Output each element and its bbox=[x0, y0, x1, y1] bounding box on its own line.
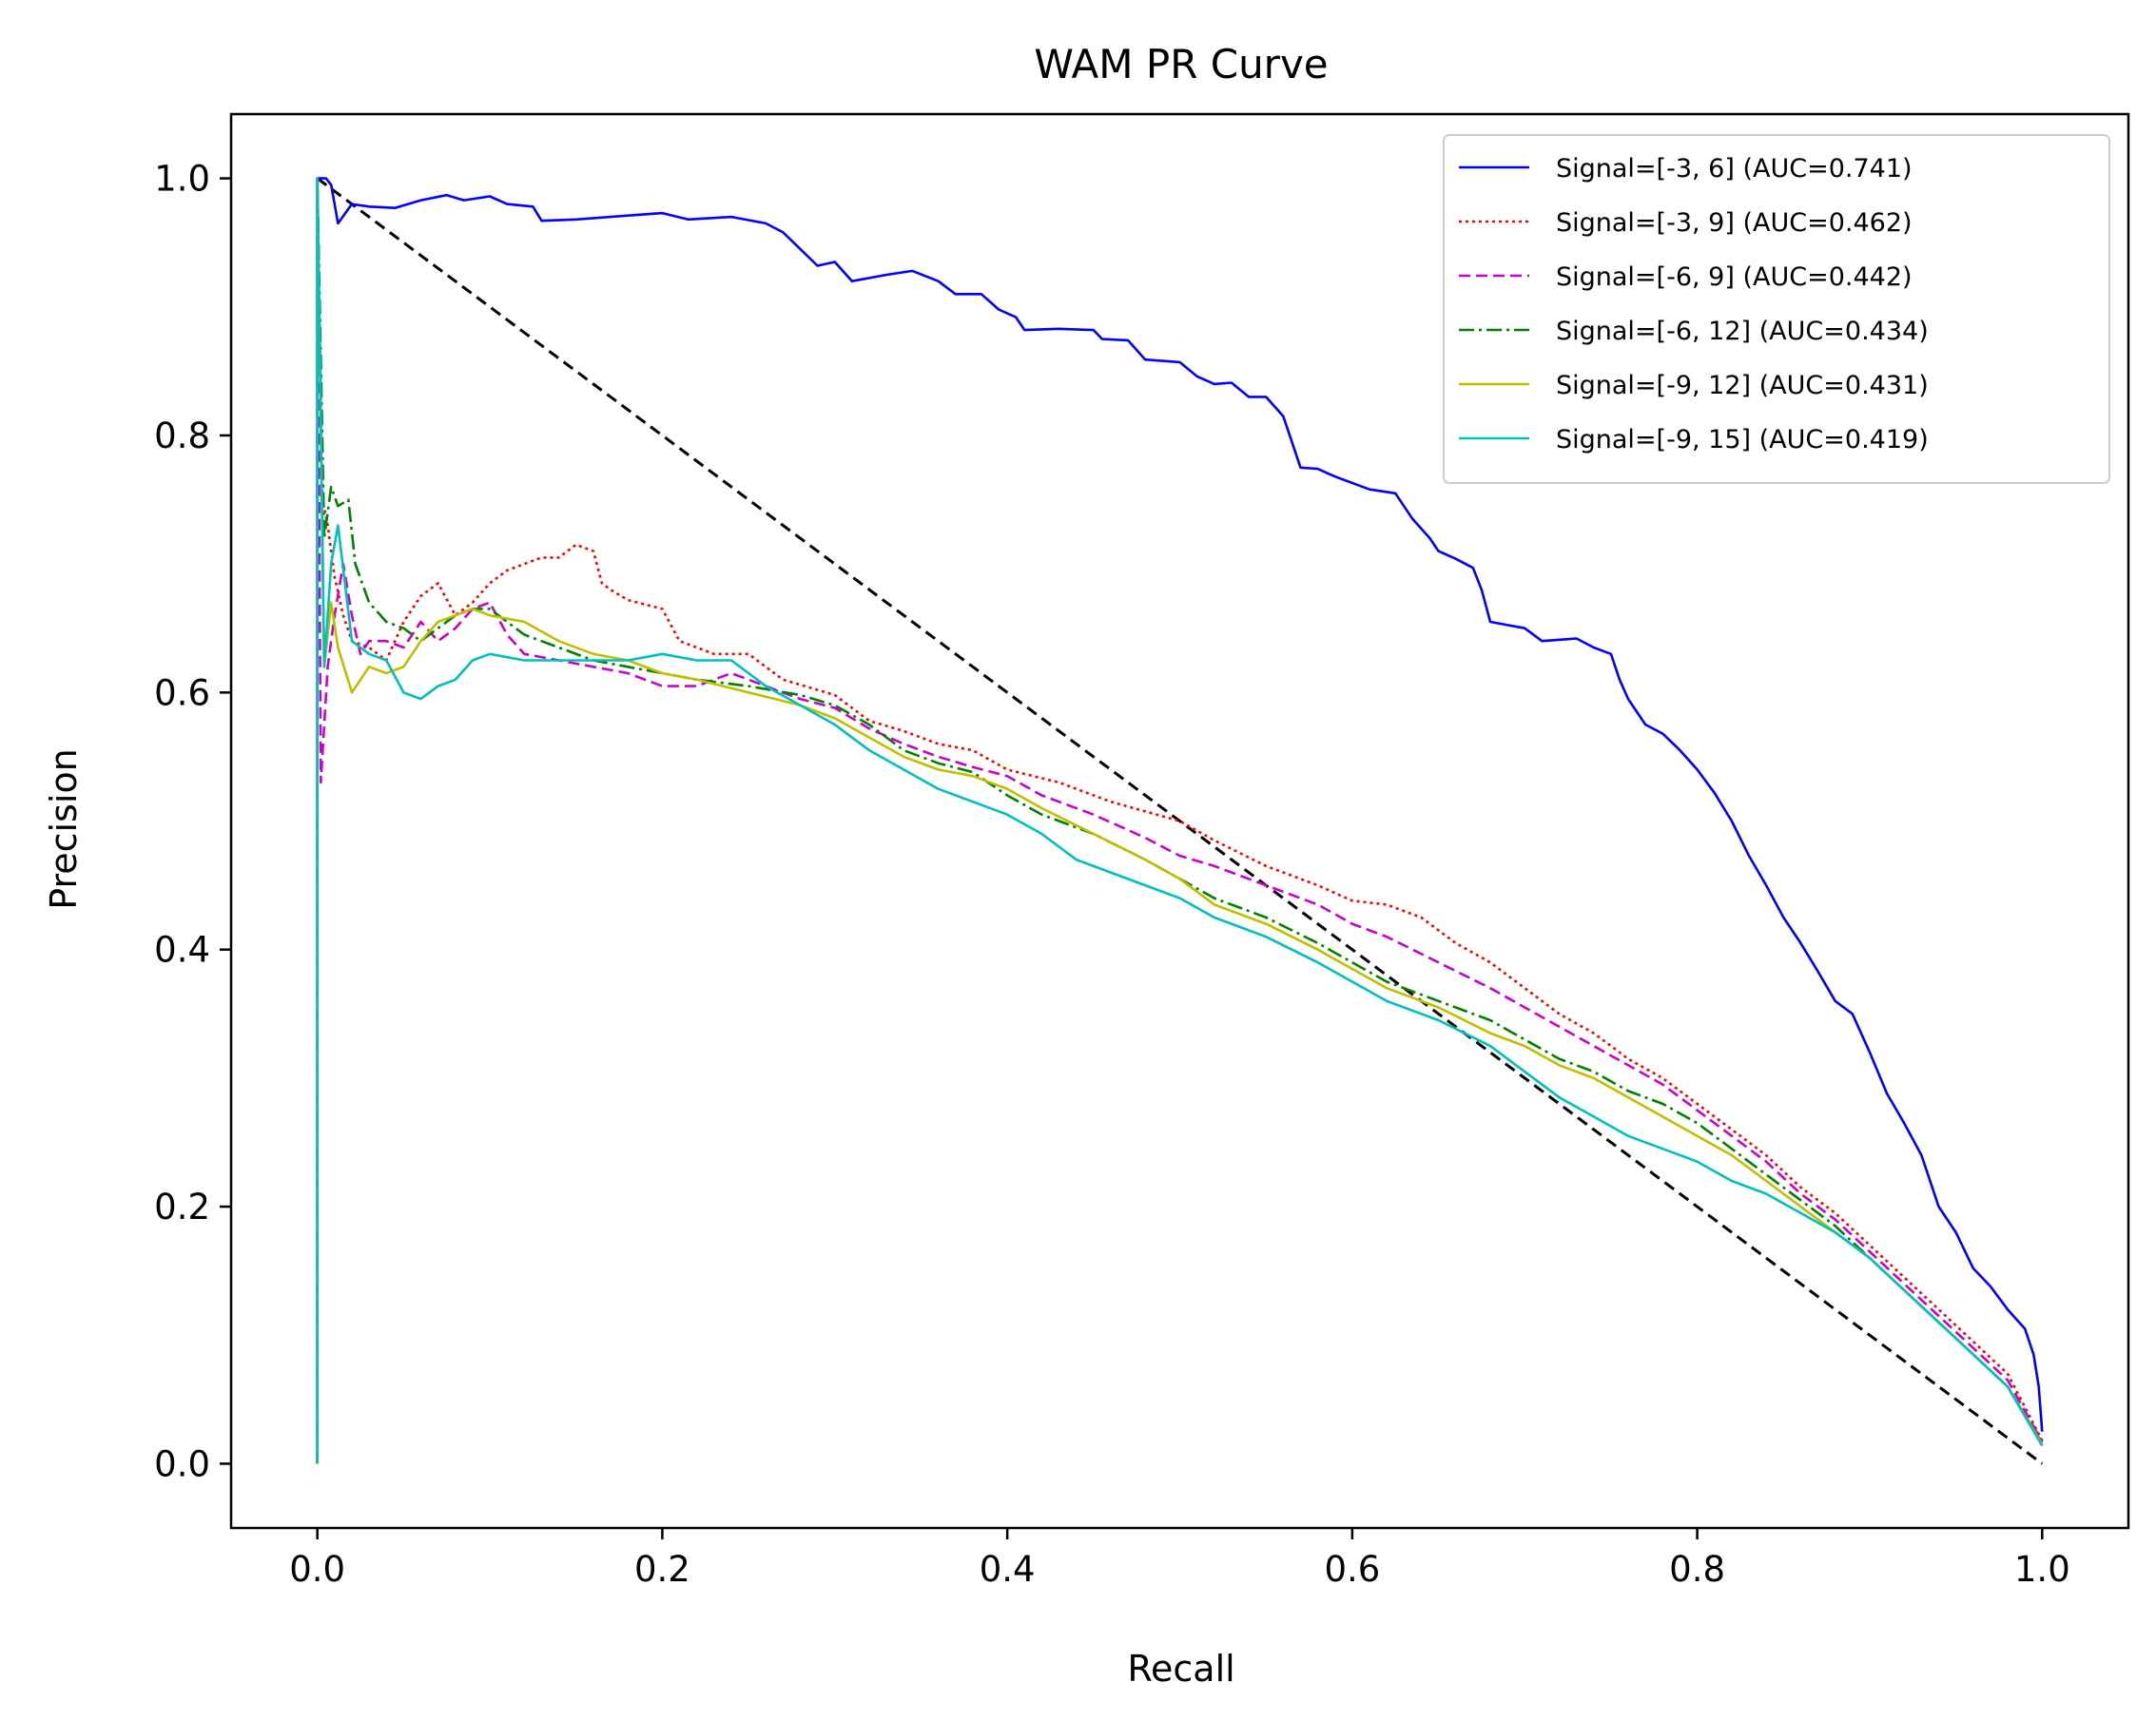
plot-frame bbox=[229, 112, 2130, 1530]
series-line-6 bbox=[316, 177, 2044, 1464]
y-tick-label: 1.0 bbox=[154, 159, 210, 200]
y-tick-label: 0.0 bbox=[154, 1443, 210, 1484]
legend-entry-label: Signal=[-6, 12] (AUC=0.434) bbox=[1556, 317, 1929, 346]
series-line-1 bbox=[316, 177, 2044, 1464]
legend-entry-label: Signal=[-3, 9] (AUC=0.462) bbox=[1556, 208, 1913, 238]
plot-area bbox=[316, 177, 2044, 1465]
series-line-5 bbox=[316, 177, 2044, 1464]
x-tick-label: 0.8 bbox=[1669, 1549, 1725, 1590]
x-axis-label: Recall bbox=[1127, 1648, 1234, 1690]
series-line-3 bbox=[316, 177, 2044, 1464]
x-tick-label: 0.2 bbox=[634, 1549, 690, 1590]
x-tick-label: 0.4 bbox=[980, 1549, 1036, 1590]
legend-entry-label: Signal=[-6, 9] (AUC=0.442) bbox=[1556, 262, 1913, 292]
legend-entry-label: Signal=[-9, 15] (AUC=0.419) bbox=[1556, 425, 1929, 454]
x-axis-ticks: 0.0 0.2 0.4 0.6 0.8 1.0 bbox=[289, 1528, 2070, 1590]
x-tick-label: 0.6 bbox=[1324, 1549, 1380, 1590]
chart-title: WAM PR Curve bbox=[1034, 41, 1328, 87]
legend-entry-label: Signal=[-9, 12] (AUC=0.431) bbox=[1556, 371, 1929, 400]
series-line-4 bbox=[316, 177, 2044, 1464]
y-axis-ticks: 0.0 0.2 0.4 0.6 0.8 1.0 bbox=[154, 159, 231, 1484]
series-line-2 bbox=[316, 177, 2044, 1464]
y-tick-label: 0.6 bbox=[154, 672, 210, 713]
y-tick-label: 0.2 bbox=[154, 1187, 210, 1228]
legend: Signal=[-3, 6] (AUC=0.741) Signal=[-3, 9]… bbox=[1443, 134, 2110, 484]
y-tick-label: 0.4 bbox=[154, 930, 210, 971]
y-axis-label: Precision bbox=[43, 748, 85, 910]
legend-box bbox=[1443, 134, 2110, 484]
y-tick-label: 0.8 bbox=[154, 416, 210, 456]
legend-entry-label: Signal=[-3, 6] (AUC=0.741) bbox=[1556, 154, 1913, 184]
x-tick-label: 0.0 bbox=[289, 1549, 345, 1590]
x-tick-label: 1.0 bbox=[2014, 1549, 2070, 1590]
reference-diagonal-line bbox=[316, 177, 2044, 1465]
